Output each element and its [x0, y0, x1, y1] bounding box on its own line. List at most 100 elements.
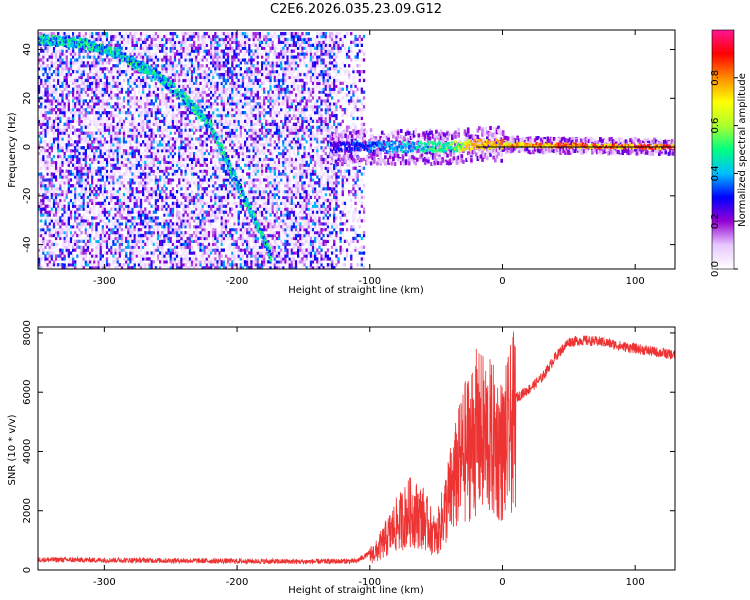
spectrogram-cell	[184, 119, 187, 123]
spectrogram-cell	[156, 96, 160, 100]
spectrogram-cell	[42, 225, 45, 229]
spectrogram-cell	[122, 184, 126, 188]
spectrogram-cell	[52, 187, 56, 191]
spectrogram-cell	[197, 263, 200, 267]
spectrogram-cell	[163, 169, 166, 173]
spectrogram-cell	[142, 257, 145, 261]
spectrogram-cell	[184, 125, 187, 129]
spectrogram-cell	[61, 251, 64, 255]
spectrogram-cell	[116, 75, 119, 80]
spectrogram-cell	[40, 210, 43, 214]
spectrogram-cell	[197, 99, 200, 103]
spectrogram-cell	[65, 137, 68, 141]
spectrogram-cell	[93, 90, 96, 94]
spectrogram-cell	[116, 125, 119, 129]
spectrogram-cell	[99, 204, 102, 208]
spectrogram-cell	[61, 52, 64, 56]
spectrogram-cell	[205, 72, 208, 77]
spectrogram-cell	[103, 72, 107, 77]
spectrogram-cell	[101, 58, 104, 62]
spectrogram-cell	[193, 233, 196, 238]
spectrogram-cell	[99, 172, 102, 176]
spectrogram-cell	[97, 225, 100, 229]
spectrogram-cell	[55, 93, 58, 97]
spectrogram-cell	[65, 99, 68, 103]
spectrogram-cell	[72, 169, 75, 173]
spectrogram-cell	[184, 219, 187, 223]
spectrogram-cell	[135, 163, 138, 167]
spectrogram-cell	[122, 254, 126, 258]
spectrogram-cell	[203, 231, 206, 235]
spectrogram-cell	[207, 151, 211, 156]
spectrogram-cell	[165, 108, 168, 112]
spectrogram-cell	[169, 248, 172, 252]
spectrogram-cell	[146, 131, 149, 135]
spectrogram-cell	[129, 172, 132, 176]
spectrogram-cell	[144, 34, 147, 39]
spectrogram-cell	[184, 198, 187, 203]
spectrogram-cell	[86, 143, 90, 147]
spectrogram-cell	[184, 242, 187, 246]
spectrogram-cell	[135, 228, 138, 232]
spectrogram-cell	[184, 81, 187, 85]
spectrogram-cell	[93, 172, 96, 176]
spectrogram-cell	[133, 75, 136, 80]
spectrogram-cell	[91, 40, 94, 44]
spectrogram-cell	[112, 78, 115, 83]
spectrogram-cell	[139, 111, 143, 115]
spectrogram-cell	[65, 239, 68, 243]
spectrogram-cell	[199, 125, 202, 129]
spectrogram-cell	[91, 175, 94, 179]
spectrogram-cell	[46, 58, 49, 62]
spectrogram-cell	[55, 122, 58, 126]
spectrogram-cell	[169, 213, 172, 217]
spectrogram-cell	[55, 233, 58, 238]
spectrogram-cell	[50, 151, 53, 156]
spectrogram-cell	[40, 233, 43, 238]
spectrogram-cell	[89, 154, 92, 159]
spectrogram-cell	[84, 67, 87, 71]
spectrogram-cell	[178, 260, 181, 264]
spectrogram-cell	[46, 198, 49, 203]
spectrogram-cell	[127, 242, 130, 246]
spectrogram-cell	[63, 257, 66, 261]
spectrogram-cell	[67, 216, 70, 220]
spectrogram-cell	[152, 43, 155, 47]
spectrogram-cell	[156, 119, 160, 123]
spectrogram-cell	[186, 67, 189, 71]
spectrogram-cell	[125, 236, 128, 241]
spectrogram-cell	[127, 140, 130, 144]
spectrogram-cell	[169, 225, 172, 229]
spectrogram-cell	[95, 122, 98, 126]
spectrogram-cell	[105, 216, 109, 220]
spectrogram-cell	[38, 32, 41, 36]
spectrogram-cell	[161, 254, 164, 258]
spectrogram-cell	[86, 184, 90, 188]
spectrogram-cell	[65, 116, 68, 121]
spectrogram-cell	[137, 140, 141, 144]
spectrogram-cell	[190, 216, 194, 220]
spectrogram-cell	[197, 190, 200, 194]
spectrogram-cell	[61, 192, 64, 197]
spectrogram-cell	[144, 245, 147, 249]
spectrogram-cell	[101, 160, 104, 164]
spectrogram-cell	[144, 213, 147, 217]
spectrogram-cell	[97, 105, 100, 109]
spectrogram-cell	[152, 34, 155, 39]
spectrogram-cell	[97, 140, 100, 144]
spectrogram-cell	[116, 239, 119, 243]
spectrogram-cell	[154, 96, 158, 100]
spectrogram-cell	[142, 93, 145, 97]
spectrogram-cell	[112, 216, 115, 220]
spectrogram-cell	[150, 192, 153, 197]
spectrogram-cell	[103, 58, 107, 62]
spectrogram-cell	[197, 52, 200, 56]
spectrogram-cell	[195, 151, 198, 156]
spectrogram-cell	[80, 134, 83, 138]
spectrogram-cell	[89, 172, 92, 176]
spectrogram-cell	[207, 190, 211, 194]
spectrogram-cell	[44, 239, 47, 243]
spectrogram-cell	[78, 93, 81, 97]
spectrogram-cell	[116, 113, 119, 118]
spectrogram-cell	[154, 58, 158, 62]
